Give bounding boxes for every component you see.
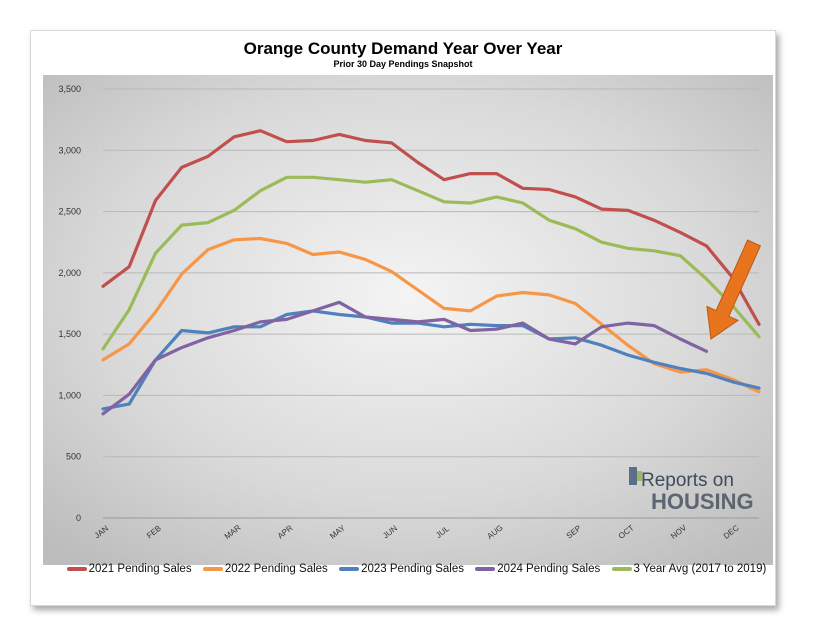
legend-item: 2021 Pending Sales [66,563,192,575]
chart-card: Orange County Demand Year Over Year Prio… [30,30,776,606]
legend-item: 2023 Pending Sales [339,563,464,575]
legend-swatch [611,567,632,571]
logo-text-bottom: HOUSING [651,489,754,514]
legend-label: 2023 Pending Sales [361,563,465,575]
series-line [101,309,761,411]
legend-item: 2022 Pending Sales [202,563,328,575]
logo-mark [629,467,637,485]
y-tick-label: 1,000 [58,390,81,400]
logo-text-top: Reports on [641,470,734,491]
y-tick-label: 0 [76,513,81,523]
y-tick-label: 1,500 [58,329,81,339]
legend-label: 2022 Pending Sales [224,563,328,575]
legend-swatch [66,567,87,571]
legend-swatch [339,567,360,571]
y-tick-label: 3,500 [58,84,81,94]
legend-item: 3 Year Avg (2017 to 2019) [611,563,767,575]
y-tick-label: 3,000 [58,145,81,155]
chart-title: Orange County Demand Year Over Year [243,39,563,58]
y-tick-label: 500 [66,452,81,462]
y-tick-label: 2,000 [58,268,81,278]
chart-legend: 2021 Pending Sales 2022 Pending Sales 2023… [61,553,772,585]
series-line [101,175,761,351]
legend-label: 2021 Pending Sales [88,563,192,575]
legend-item: 2024 Pending Sales [475,563,600,575]
chart-subtitle: Prior 30 Day Pendings Snapshot [333,59,473,69]
series-line [101,129,761,326]
y-tick-label: 2,500 [58,207,81,217]
annotation-arrow [706,239,762,340]
legend-label: 2024 Pending Sales [497,563,601,575]
series-line [101,300,709,416]
legend-label: 3 Year Avg (2017 to 2019) [633,563,767,575]
legend-swatch [475,567,496,571]
logo-mark-accent [637,471,642,481]
legend-swatch [202,567,223,571]
